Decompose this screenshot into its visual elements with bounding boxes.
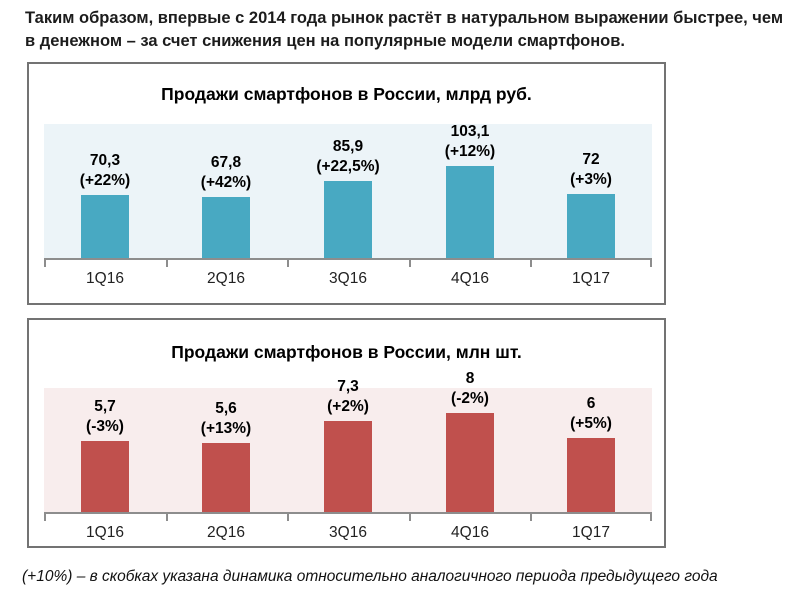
axis-tick: [44, 260, 46, 267]
bar-value-label: 7,3 (+2%): [283, 377, 413, 416]
bar: [324, 421, 372, 512]
bar-value-label-line: (+22%): [79, 171, 131, 189]
bar-value-label: 70,3 (+22%): [40, 151, 170, 190]
axis-tick: [650, 260, 652, 267]
x-axis-labels: 1Q16 2Q16 3Q16 4Q16 1Q17: [44, 524, 652, 546]
bar-value-label-line: 70,3: [89, 152, 121, 169]
bar-value-label: 85,9 (+22,5%): [283, 137, 413, 176]
chart-title: Продажи смартфонов в России, млрд руб.: [161, 84, 532, 104]
category-label: 1Q17: [572, 270, 610, 287]
category-label: 1Q16: [86, 270, 124, 287]
category-label: 3Q16: [329, 524, 367, 541]
bar-value-label-line: 85,9: [332, 138, 364, 155]
bar-value-label: 5,6 (+13%): [161, 399, 291, 438]
bar-value-label-line: 6: [586, 395, 596, 412]
bar: [202, 443, 250, 512]
axis-tick: [409, 260, 411, 267]
category-label: 4Q16: [451, 270, 489, 287]
bar-value-label: 5,7 (-3%): [40, 397, 170, 436]
bar-value-label-line: (+22,5%): [316, 157, 380, 175]
bar-value-label-line: 103,1: [450, 123, 490, 140]
bar-value-label-line: 72: [582, 151, 600, 168]
chart-title: Продажи смартфонов в России, млн шт.: [171, 342, 522, 362]
bar: [81, 195, 129, 258]
bar-chart-revenue-rub: Продажи смартфонов в России, млрд руб. 7…: [27, 62, 666, 305]
bar: [202, 197, 250, 258]
bar-value-label-line: 7,3: [337, 378, 359, 395]
header-text: Таким образом, впервые с 2014 года рынок…: [25, 9, 784, 50]
axis-tick: [530, 260, 532, 267]
x-axis-labels: 1Q16 2Q16 3Q16 4Q16 1Q17: [44, 270, 652, 292]
bar-value-label-line: (+13%): [200, 419, 252, 437]
bar-value-label-line: 5,7: [94, 398, 116, 415]
bar-value-label-line: (+2%): [327, 397, 369, 415]
category-label: 3Q16: [329, 270, 367, 287]
category-label: 2Q16: [207, 524, 245, 541]
axis-tick: [650, 514, 652, 521]
bar-chart-units-mln: Продажи смартфонов в России, млн шт. 5,7…: [27, 318, 666, 548]
axis-tick: [287, 260, 289, 267]
bar: [567, 438, 615, 512]
bar-value-label: 103,1 (+12%): [405, 122, 535, 161]
plot-area: 5,7 (-3%) 5,6 (+13%) 7,3 (+2%) 8 (-2%) 6 (+5%): [44, 370, 652, 512]
bar-value-label: 8 (-2%): [405, 369, 535, 408]
bar-value-label-line: (+42%): [200, 173, 252, 191]
bar: [446, 166, 494, 258]
bar-value-label-line: (+12%): [444, 142, 496, 160]
axis-tick: [409, 514, 411, 521]
axis-tick: [44, 514, 46, 521]
bar: [446, 413, 494, 512]
axis-tick: [166, 260, 168, 267]
bar-value-label: 6 (+5%): [526, 394, 656, 433]
bar-value-label: 72 (+3%): [526, 150, 656, 189]
plot-area: 70,3 (+22%) 67,8 (+42%) 85,9 (+22,5%) 103,1 (+1…: [44, 122, 652, 258]
category-label: 1Q16: [86, 524, 124, 541]
bar-value-label-line: 8: [465, 370, 475, 387]
bar-value-label-line: (+5%): [570, 414, 612, 432]
bar-value-label-line: 5,6: [215, 400, 237, 417]
category-label: 2Q16: [207, 270, 245, 287]
bar-value-label-line: (-2%): [451, 389, 489, 407]
footnote-text: (+10%) – в скобках указана динамика отно…: [22, 568, 718, 585]
bar-value-label-line: (+3%): [570, 170, 612, 188]
axis-tick: [166, 514, 168, 521]
axis-tick: [530, 514, 532, 521]
category-label: 1Q17: [572, 524, 610, 541]
bar-value-label-line: 67,8: [210, 154, 242, 171]
x-axis-line: [44, 258, 652, 268]
bar: [81, 441, 129, 512]
bar: [324, 181, 372, 258]
bar: [567, 194, 615, 258]
category-label: 4Q16: [451, 524, 489, 541]
bar-value-label-line: (-3%): [86, 417, 124, 435]
x-axis-line: [44, 512, 652, 522]
bar-value-label: 67,8 (+42%): [161, 153, 291, 192]
axis-tick: [287, 514, 289, 521]
